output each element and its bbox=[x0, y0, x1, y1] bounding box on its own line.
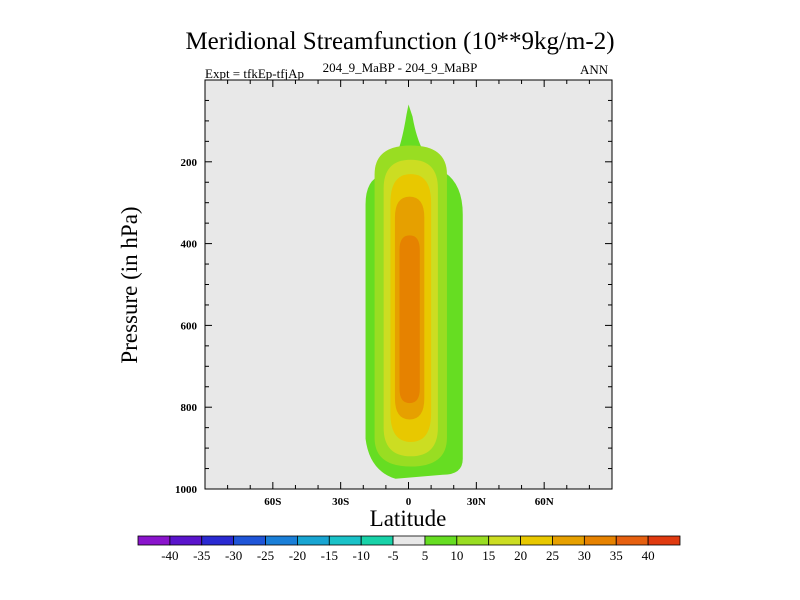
x-tick-label: 30S bbox=[332, 496, 349, 508]
colorbar-label: -10 bbox=[353, 548, 370, 563]
y-tick-label: 600 bbox=[181, 320, 198, 332]
y-tick-label: 1000 bbox=[175, 484, 198, 496]
colorbar-swatch bbox=[137, 535, 171, 546]
colorbar-swatch bbox=[615, 535, 649, 546]
y-tick-label: 800 bbox=[181, 402, 198, 414]
colorbar-swatch bbox=[647, 535, 681, 546]
comparison-label: 204_9_MaBP - 204_9_MaBP bbox=[322, 60, 478, 75]
y-axis-title: Pressure (in hPa) bbox=[117, 206, 142, 363]
colorbar-swatch bbox=[265, 535, 298, 546]
colorbar-label: 30 bbox=[578, 548, 591, 563]
season-label: ANN bbox=[580, 62, 609, 77]
colorbar-swatch bbox=[233, 535, 266, 546]
colorbar-swatch bbox=[520, 535, 553, 546]
colorbar-swatch bbox=[360, 535, 394, 546]
x-tick-label: 60S bbox=[264, 496, 281, 508]
colorbar-label: -35 bbox=[193, 548, 210, 563]
x-axis: 60S 30S 0 30N 60N bbox=[204, 80, 613, 508]
colorbar-swatch bbox=[169, 535, 203, 546]
colorbar-label: 20 bbox=[514, 548, 527, 563]
colorbar-label: 35 bbox=[610, 548, 623, 563]
colorbar-label: -25 bbox=[257, 548, 274, 563]
colorbar-label: 10 bbox=[450, 548, 463, 563]
colorbar-label: 15 bbox=[482, 548, 495, 563]
colorbar-label: -5 bbox=[388, 548, 399, 563]
y-axis: 200 400 600 800 1000 bbox=[175, 99, 612, 496]
colorbar: -40 -35 -30 -25 -20 -15 -10 -5 5 10 15 20 25 30 35 40 bbox=[137, 535, 681, 563]
colorbar-swatch bbox=[552, 535, 585, 546]
contour-band-30 bbox=[399, 235, 420, 404]
x-tick-label: 60N bbox=[535, 496, 554, 508]
x-tick-label: 30N bbox=[467, 496, 486, 508]
colorbar-label: -20 bbox=[289, 548, 306, 563]
chart-title: Meridional Streamfunction (10**9kg/m-2) bbox=[185, 28, 615, 55]
experiment-label: Expt = tfkEp-tfjAp bbox=[205, 66, 305, 81]
colorbar-label: 40 bbox=[642, 548, 655, 563]
colorbar-swatch bbox=[488, 535, 521, 546]
y-tick-label: 200 bbox=[181, 157, 198, 169]
colorbar-swatch bbox=[392, 535, 426, 546]
colorbar-label: -15 bbox=[321, 548, 338, 563]
contour-fill-layer bbox=[365, 104, 463, 479]
x-tick-label: 0 bbox=[406, 496, 412, 508]
colorbar-swatch bbox=[583, 535, 617, 546]
colorbar-label: 5 bbox=[422, 548, 429, 563]
x-axis-title: Latitude bbox=[370, 506, 447, 531]
y-tick-label: 400 bbox=[181, 239, 198, 251]
colorbar-label: -40 bbox=[161, 548, 178, 563]
colorbar-label: 25 bbox=[546, 548, 559, 563]
colorbar-swatch bbox=[328, 535, 362, 546]
colorbar-swatch bbox=[297, 535, 330, 546]
colorbar-swatch bbox=[456, 535, 490, 546]
colorbar-label: -30 bbox=[225, 548, 242, 563]
colorbar-swatch bbox=[424, 535, 458, 546]
colorbar-swatch bbox=[201, 535, 235, 546]
